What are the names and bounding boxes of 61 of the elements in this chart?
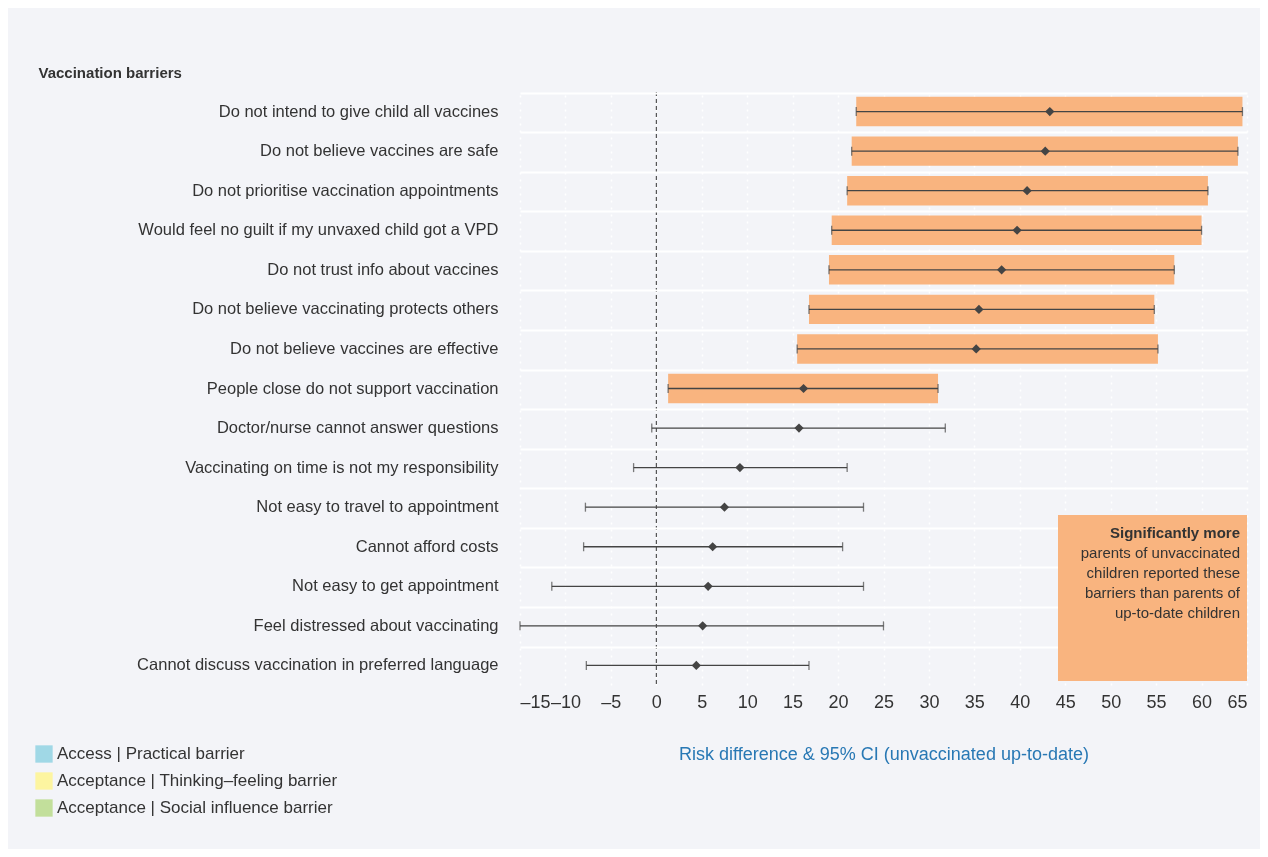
x-tick-label: 25 (873, 691, 895, 712)
point (974, 304, 984, 314)
x-tick-label: –15 (520, 691, 551, 712)
x-tick-label: 10 (737, 691, 758, 712)
y-tick-label: Cannot afford costs (355, 536, 499, 555)
point (997, 265, 1007, 275)
x-tick-label: 30 (919, 691, 940, 712)
y-tick-label: Do not believe vaccines are safe (260, 141, 499, 160)
bar (797, 334, 1158, 364)
point (691, 660, 701, 671)
x-axis-title: Risk difference & 95% CI (unvaccinated up-to-date) (679, 743, 1089, 764)
y-tick-label: Cannot discuss vaccination in preferred language (137, 655, 499, 674)
x-tick-label: 60 (1192, 691, 1213, 712)
point (971, 344, 981, 354)
bar (831, 215, 1202, 245)
note-box: Significantly more parents of unvaccinated children reported these barriers than parents of up-to-date children (1058, 515, 1247, 681)
y-axis-title: Vaccination barriers (38, 63, 182, 81)
x-tick-label: 50 (1101, 691, 1122, 712)
x-tick-label: 45 (1055, 691, 1076, 712)
point (1012, 225, 1022, 235)
legend-label: Acceptance | Social influence barrier (57, 798, 333, 817)
y-tick-label: People close do not support vaccination (206, 378, 499, 397)
y-tick-label: Do not prioritise vaccination appointments (192, 180, 499, 199)
legend-label: Acceptance | Thinking–feeling barrier (57, 771, 338, 790)
bar (668, 373, 939, 404)
bar (856, 96, 1243, 127)
bar (847, 175, 1208, 206)
point (708, 542, 718, 552)
bar (828, 255, 1175, 285)
x-tick-label: 15 (783, 691, 804, 712)
x-tick-label: 35 (964, 691, 985, 712)
point (1045, 106, 1055, 117)
point (794, 423, 804, 433)
point (1040, 146, 1050, 156)
y-tick-label: Do not believe vaccines are effective (230, 338, 499, 357)
y-tick-label: Doctor/nurse cannot answer questions (216, 418, 499, 437)
y-tick-label: Do not intend to give child all vaccines (218, 101, 499, 120)
point (703, 581, 713, 591)
y-tick-label: Not easy to get appointment (292, 576, 499, 595)
point (719, 502, 730, 512)
point (1022, 186, 1032, 196)
y-tick-label: Feel distressed about vaccinating (253, 615, 499, 634)
point (735, 463, 745, 473)
x-tick-label: 40 (1010, 691, 1031, 712)
y-tick-label: Not easy to travel to appointment (256, 497, 499, 516)
point (698, 621, 708, 631)
x-tick-label: 0 (651, 691, 662, 712)
x-tick-label: –10 (550, 691, 581, 712)
legend-label: Access | Practical barrier (57, 744, 246, 763)
y-tick-label: Vaccinating on time is not my responsibility (185, 457, 500, 476)
y-tick-label: Would feel no guilt if my unvaxed child got a VPD (138, 220, 499, 239)
x-tick-label: 55 (1146, 691, 1167, 712)
y-tick-label: Do not trust info about vaccines (267, 259, 499, 278)
bar (851, 136, 1238, 166)
bar (808, 294, 1155, 325)
x-tick-label: –5 (601, 691, 622, 712)
x-tick-label: 20 (828, 691, 849, 712)
x-tick-label: 65 (1227, 691, 1248, 712)
y-tick-label: Do not believe vaccinating protects others (192, 299, 499, 318)
point (798, 383, 809, 394)
x-tick-label: 5 (697, 691, 708, 712)
